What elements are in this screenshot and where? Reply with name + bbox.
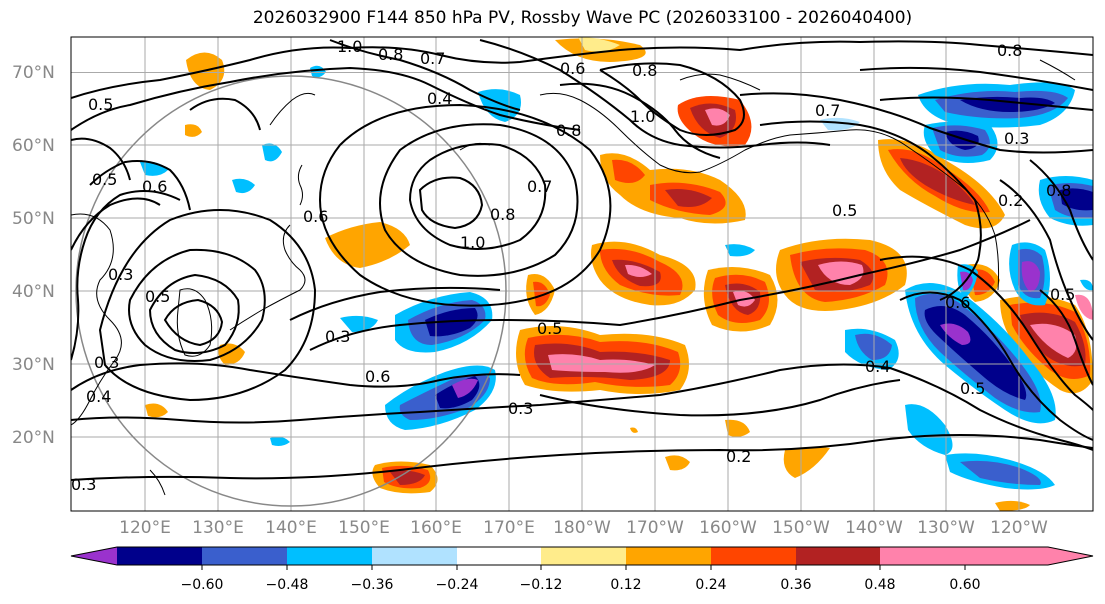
positive-anomalies bbox=[145, 37, 1093, 511]
contour-label: 0.6 bbox=[303, 207, 328, 226]
contour-label: 0.4 bbox=[427, 89, 452, 108]
colorbar-tick-label: −0.24 bbox=[436, 577, 479, 593]
contour-label: 0.6 bbox=[142, 177, 167, 196]
lon-label: 140°W bbox=[845, 518, 903, 538]
lat-label: 20°N bbox=[12, 428, 55, 448]
colorbar-tick-label: 0.36 bbox=[780, 577, 811, 593]
lat-label: 70°N bbox=[12, 63, 55, 83]
colorbar-tick-label: 0.48 bbox=[864, 577, 895, 593]
colorbar-tick-label: −0.48 bbox=[266, 577, 309, 593]
colorbar-segment bbox=[711, 547, 796, 565]
colorbar-tick-label: 0.24 bbox=[695, 577, 726, 593]
contour-label: 0.2 bbox=[998, 191, 1023, 210]
contour-label: 0.8 bbox=[556, 121, 581, 140]
negative-anomalies bbox=[140, 65, 1093, 490]
contour-label: 0.3 bbox=[1004, 129, 1029, 148]
contour-label: 0.5 bbox=[1050, 285, 1075, 304]
longitude-labels: 120°E 130°E 140°E 150°E 160°E 170°E 180°… bbox=[119, 518, 1048, 538]
contour-label: 0.6 bbox=[945, 293, 970, 312]
colorbar-segment bbox=[202, 547, 287, 565]
contour-label: 1.0 bbox=[460, 233, 485, 252]
map-frame bbox=[70, 36, 1094, 512]
lon-label: 120°E bbox=[119, 518, 171, 538]
contour-label: 0.5 bbox=[832, 201, 857, 220]
colorbar-segment bbox=[372, 547, 457, 565]
contour-label: 0.8 bbox=[490, 205, 515, 224]
contour-labels: 1.0 0.8 0.7 0.6 0.8 0.5 0.4 1.0 0.7 0.8 … bbox=[71, 37, 1075, 494]
lat-label: 30°N bbox=[12, 355, 55, 375]
contour-label: 0.3 bbox=[325, 327, 350, 346]
colorbar: −0.60 −0.48 −0.36 −0.24 −0.12 0.12 0.24 … bbox=[70, 546, 1094, 593]
colorbar-segment bbox=[541, 547, 626, 565]
radius-circle bbox=[75, 75, 507, 507]
map-title: 2026032900 F144 850 hPa PV, Rossby Wave … bbox=[252, 8, 913, 28]
colorbar-outline bbox=[70, 546, 1094, 566]
contour-label: 0.2 bbox=[726, 447, 751, 466]
coastlines bbox=[71, 59, 1076, 496]
lon-label: 150°W bbox=[772, 518, 830, 538]
lat-label: 60°N bbox=[12, 136, 55, 156]
lon-label: 150°E bbox=[338, 518, 390, 538]
colorbar-segment bbox=[287, 547, 372, 565]
lon-label: 130°W bbox=[917, 518, 975, 538]
lon-label: 160°W bbox=[699, 518, 757, 538]
contour-label: 0.8 bbox=[1046, 181, 1071, 200]
colorbar-segment bbox=[457, 547, 541, 565]
colorbar-segment bbox=[626, 547, 711, 565]
latitude-labels: 70°N 60°N 50°N 40°N 30°N 20°N bbox=[12, 63, 55, 448]
lon-label: 120°W bbox=[990, 518, 1048, 538]
colorbar-tick-label: −0.60 bbox=[181, 577, 224, 593]
lon-label: 130°E bbox=[192, 518, 244, 538]
gridlines bbox=[71, 37, 1093, 511]
pv-contours bbox=[71, 39, 1093, 481]
colorbar-tick-label: 0.12 bbox=[610, 577, 641, 593]
colorbar-high-arrow bbox=[965, 547, 1093, 565]
contour-label: 0.7 bbox=[420, 49, 445, 68]
contour-label: 0.5 bbox=[145, 287, 170, 306]
contour-label: 0.5 bbox=[88, 95, 113, 114]
contour-label: 0.8 bbox=[378, 45, 403, 64]
contour-label: 0.5 bbox=[537, 319, 562, 338]
lon-label: 170°W bbox=[626, 518, 684, 538]
colorbar-ticks bbox=[201, 565, 966, 570]
contour-label: 0.4 bbox=[865, 357, 890, 376]
contour-label: 0.3 bbox=[508, 399, 533, 418]
contour-label: 0.8 bbox=[632, 61, 657, 80]
contour-label: 0.5 bbox=[960, 379, 985, 398]
contour-label: 0.4 bbox=[86, 387, 111, 406]
lon-label: 160°E bbox=[410, 518, 462, 538]
lon-label: 140°E bbox=[265, 518, 317, 538]
contour-label: 0.3 bbox=[94, 353, 119, 372]
lon-label: 170°E bbox=[483, 518, 535, 538]
contour-label: 0.8 bbox=[997, 41, 1022, 60]
contour-label: 0.3 bbox=[108, 265, 133, 284]
colorbar-segment bbox=[880, 547, 965, 565]
contour-label: 0.6 bbox=[365, 367, 390, 386]
lon-label: 180°W bbox=[553, 518, 611, 538]
contour-label: 0.7 bbox=[815, 101, 840, 120]
colorbar-tick-label: −0.12 bbox=[520, 577, 563, 593]
colorbar-segment bbox=[796, 547, 880, 565]
colorbar-tick-label: −0.36 bbox=[351, 577, 394, 593]
lat-label: 50°N bbox=[12, 209, 55, 229]
pv-shading bbox=[140, 37, 1093, 511]
colorbar-segment bbox=[117, 547, 202, 565]
contour-label: 0.7 bbox=[527, 177, 552, 196]
contour-label: 0.6 bbox=[560, 59, 585, 78]
contour-label: 0.3 bbox=[71, 475, 96, 494]
lat-label: 40°N bbox=[12, 282, 55, 302]
contour-label: 1.0 bbox=[630, 107, 655, 126]
contour-label: 1.0 bbox=[337, 37, 362, 56]
colorbar-tick-label: 0.60 bbox=[949, 577, 980, 593]
colorbar-low-arrow bbox=[71, 547, 117, 565]
contour-label: 0.5 bbox=[92, 170, 117, 189]
